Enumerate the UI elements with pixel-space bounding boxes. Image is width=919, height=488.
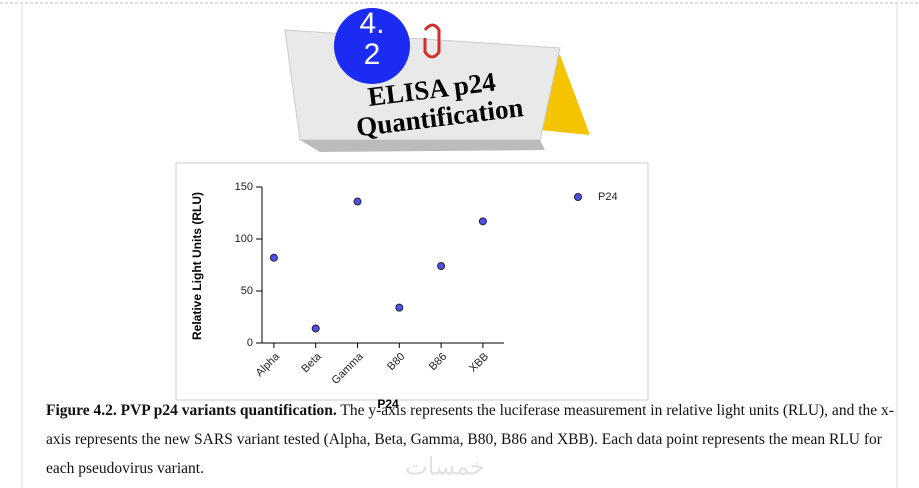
caption-text: The y-axis represents the luciferase mea… [46, 402, 894, 477]
watermark: خمسات [405, 453, 485, 480]
point [269, 253, 278, 262]
chart-frame [175, 162, 649, 401]
y-tick-label: 100 [235, 233, 253, 245]
legend-label: P24 [598, 191, 618, 203]
point [311, 324, 320, 333]
caption-bold: Figure 4.2. PVP p24 variants quantificat… [46, 402, 337, 419]
y-tick-label: 50 [241, 285, 253, 297]
point [395, 303, 404, 312]
y-axis-label: Relative Light Units (RLU) [190, 192, 204, 340]
point [478, 217, 487, 226]
badge-text: 4.2 [359, 7, 385, 71]
caption: Figure 4.2. PVP p24 variants quantificat… [46, 396, 896, 483]
point [353, 197, 362, 206]
y-tick-label: 150 [235, 181, 253, 193]
y-tick-label: 0 [247, 337, 253, 349]
point [437, 262, 446, 271]
x-axis-label: P24 [377, 397, 399, 411]
badge: 4.2 [334, 8, 410, 84]
sticky-note: ELISA p24 Quantification [284, 23, 590, 152]
legend-marker [574, 193, 582, 201]
